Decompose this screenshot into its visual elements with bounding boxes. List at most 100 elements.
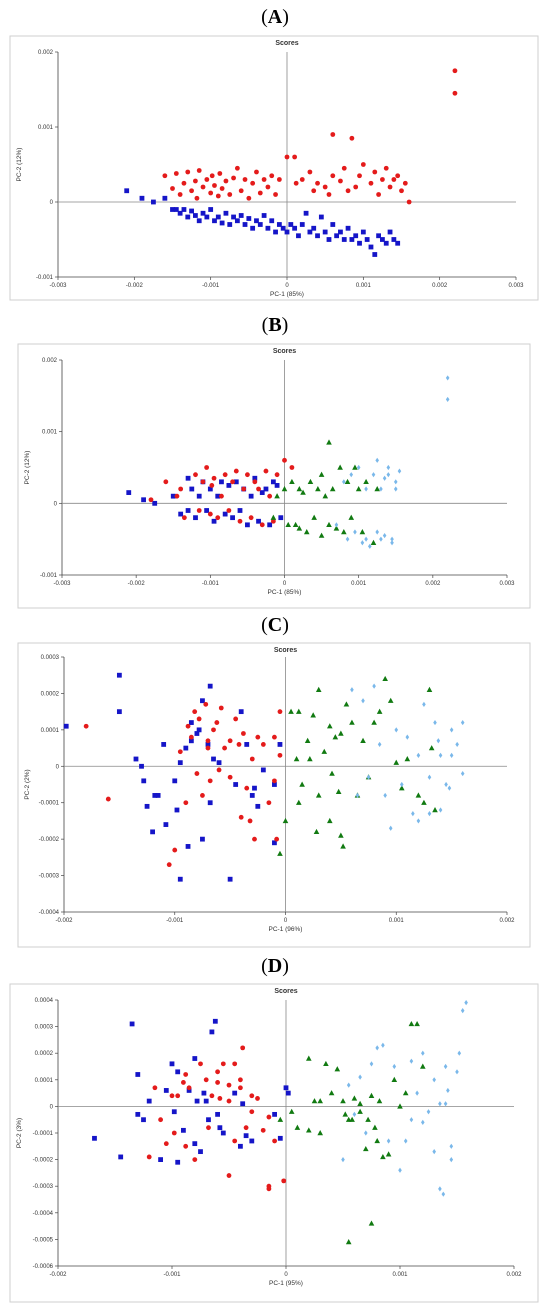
data-point [270,518,276,524]
data-point [452,68,458,74]
data-point [198,1149,203,1155]
data-point [177,876,183,882]
data-point [238,709,244,715]
data-point [116,672,122,678]
data-point [170,186,175,191]
data-point [380,1153,386,1160]
data-point [340,1098,346,1104]
panel-label-d: (D) [261,955,289,977]
data-point [226,483,232,488]
data-point [315,180,320,186]
data-point [318,471,325,477]
data-point [163,822,169,827]
data-point [374,486,381,492]
data-point [244,742,250,747]
data-point [322,493,329,499]
data-point [283,1085,289,1091]
series-blue-square [92,1018,291,1165]
data-point [192,1056,198,1061]
data-point [285,521,292,528]
y-tick-label: 0.0003 [35,1025,54,1031]
data-point [135,1072,141,1077]
data-point [397,1103,403,1109]
y-axis-label: PC-2 (2%) [24,769,31,799]
data-point [212,218,217,224]
data-point [233,479,239,485]
data-point [181,1080,186,1085]
data-point [277,709,283,715]
data-point [318,214,324,220]
data-point [299,177,305,182]
data-point [163,1141,169,1147]
data-point [276,222,282,227]
data-point [282,457,287,463]
data-point [326,192,332,197]
data-point [185,844,191,849]
x-tick-label: -0.001 [202,581,220,587]
data-point [252,475,258,481]
data-point [217,1096,223,1101]
series-red-circle [146,1045,287,1192]
data-point [177,210,183,216]
data-point [274,483,280,488]
data-point [408,1020,415,1027]
data-point [315,792,322,798]
data-point [249,793,255,798]
data-point [196,727,202,733]
data-point [181,180,187,186]
data-point [375,457,380,463]
data-point [282,817,289,824]
y-tick-label: -0.0004 [33,1211,54,1217]
x-tick-label: -0.001 [202,283,220,289]
data-point [139,195,145,201]
data-point [427,811,432,817]
data-point [177,192,183,197]
data-point [326,521,332,528]
data-point [449,727,454,733]
data-point [173,171,179,176]
data-point [421,799,427,805]
data-point [326,439,332,445]
data-point [204,508,210,513]
data-point [209,1029,215,1035]
data-point [375,1045,379,1051]
data-point [211,756,216,762]
x-tick-label: -0.001 [166,918,184,924]
x-tick-label: 0.001 [392,1272,408,1278]
data-point [141,1117,146,1123]
data-point [368,1092,375,1098]
data-point [194,1098,200,1104]
data-point [193,213,198,218]
data-point [241,486,247,492]
data-point [116,709,122,715]
data-point [360,229,366,235]
data-point [409,1058,414,1064]
data-point [232,1138,238,1144]
data-point [353,529,357,535]
data-point [186,1088,192,1093]
data-point [426,686,433,692]
data-point [208,190,214,196]
data-point [356,464,361,471]
data-point [234,165,240,171]
data-point [216,760,222,766]
data-point [415,792,422,798]
data-point [368,180,374,186]
data-point [233,468,239,474]
data-point [364,536,368,542]
data-point [196,493,202,499]
data-point [372,169,378,175]
data-point [306,1055,312,1061]
data-point [311,188,317,194]
data-point [270,514,277,520]
data-point [208,207,214,212]
data-point [256,518,261,524]
data-point [238,213,244,218]
data-point [405,734,410,740]
data-point [289,478,295,485]
data-point [360,162,366,167]
data-point [162,195,168,201]
data-point [105,796,111,802]
data-point [219,186,225,191]
data-point [387,184,393,190]
